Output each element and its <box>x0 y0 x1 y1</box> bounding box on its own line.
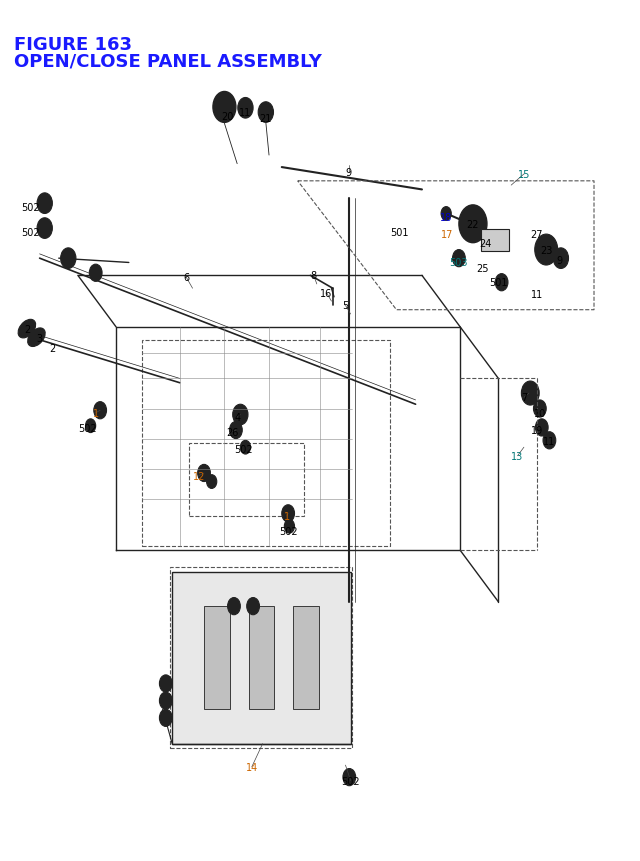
Circle shape <box>522 381 540 406</box>
Circle shape <box>159 709 172 727</box>
Ellipse shape <box>18 320 36 338</box>
Circle shape <box>220 101 230 115</box>
Circle shape <box>534 400 546 418</box>
Circle shape <box>230 422 243 439</box>
Circle shape <box>61 249 76 269</box>
Text: 17: 17 <box>441 230 454 240</box>
Text: 502: 502 <box>279 526 298 536</box>
Text: 11: 11 <box>531 290 543 300</box>
Ellipse shape <box>28 329 45 347</box>
Circle shape <box>241 441 250 455</box>
Text: 26: 26 <box>227 427 239 437</box>
Text: 1: 1 <box>93 408 99 418</box>
Text: FIGURE 163: FIGURE 163 <box>14 35 132 53</box>
Text: 23: 23 <box>540 245 552 255</box>
Text: 7: 7 <box>521 393 527 403</box>
Text: 20: 20 <box>221 112 234 122</box>
Text: 1: 1 <box>284 511 290 521</box>
Text: 502: 502 <box>20 228 40 238</box>
Text: 13: 13 <box>511 451 524 461</box>
FancyBboxPatch shape <box>293 606 319 709</box>
Text: 18: 18 <box>440 213 452 223</box>
Text: 3: 3 <box>36 334 43 344</box>
Circle shape <box>284 520 294 534</box>
Text: 4: 4 <box>234 412 240 423</box>
Circle shape <box>238 98 253 119</box>
Text: 502: 502 <box>78 424 97 434</box>
FancyBboxPatch shape <box>481 230 509 252</box>
Text: 12: 12 <box>193 471 205 481</box>
Circle shape <box>441 208 451 221</box>
Circle shape <box>536 419 548 437</box>
Text: 11: 11 <box>543 437 556 447</box>
Circle shape <box>233 405 248 425</box>
Text: 15: 15 <box>518 170 530 180</box>
Text: 8: 8 <box>310 271 317 281</box>
Text: 24: 24 <box>479 238 492 249</box>
Circle shape <box>228 598 241 615</box>
Circle shape <box>258 102 273 123</box>
FancyBboxPatch shape <box>172 572 351 744</box>
Circle shape <box>465 214 481 235</box>
Circle shape <box>37 194 52 214</box>
Circle shape <box>198 465 211 482</box>
Circle shape <box>94 402 106 419</box>
Circle shape <box>86 419 96 433</box>
Text: 503: 503 <box>450 258 468 268</box>
Text: 502: 502 <box>20 202 40 213</box>
Circle shape <box>343 769 356 786</box>
Circle shape <box>159 692 172 709</box>
Text: 501: 501 <box>390 228 409 238</box>
Text: 6: 6 <box>183 273 189 282</box>
Circle shape <box>90 265 102 282</box>
Text: 502: 502 <box>234 444 253 455</box>
Circle shape <box>37 219 52 239</box>
Circle shape <box>246 598 259 615</box>
Text: 14: 14 <box>246 762 258 772</box>
Text: 22: 22 <box>467 220 479 230</box>
Text: 10: 10 <box>534 408 546 418</box>
Circle shape <box>42 225 48 233</box>
Text: 27: 27 <box>531 230 543 240</box>
Circle shape <box>535 235 557 266</box>
Text: 5: 5 <box>342 301 349 311</box>
FancyBboxPatch shape <box>204 606 230 709</box>
Text: 25: 25 <box>476 264 489 274</box>
Text: 11: 11 <box>239 108 252 118</box>
Circle shape <box>459 206 487 244</box>
FancyBboxPatch shape <box>248 606 274 709</box>
Text: 19: 19 <box>531 425 543 436</box>
Text: OPEN/CLOSE PANEL ASSEMBLY: OPEN/CLOSE PANEL ASSEMBLY <box>14 53 322 71</box>
Text: 2: 2 <box>24 325 30 334</box>
Circle shape <box>495 275 508 292</box>
Text: 9: 9 <box>346 168 352 178</box>
Circle shape <box>282 505 294 523</box>
Text: 501: 501 <box>489 278 508 288</box>
Circle shape <box>213 92 236 123</box>
Circle shape <box>553 249 568 269</box>
Text: 502: 502 <box>341 776 360 785</box>
Circle shape <box>207 475 217 489</box>
Circle shape <box>543 432 556 449</box>
Circle shape <box>42 200 48 208</box>
Text: 21: 21 <box>260 114 272 124</box>
Text: 9: 9 <box>556 256 562 265</box>
Text: 16: 16 <box>320 288 333 298</box>
Text: 2: 2 <box>49 344 56 353</box>
Circle shape <box>159 675 172 692</box>
Circle shape <box>452 251 465 268</box>
